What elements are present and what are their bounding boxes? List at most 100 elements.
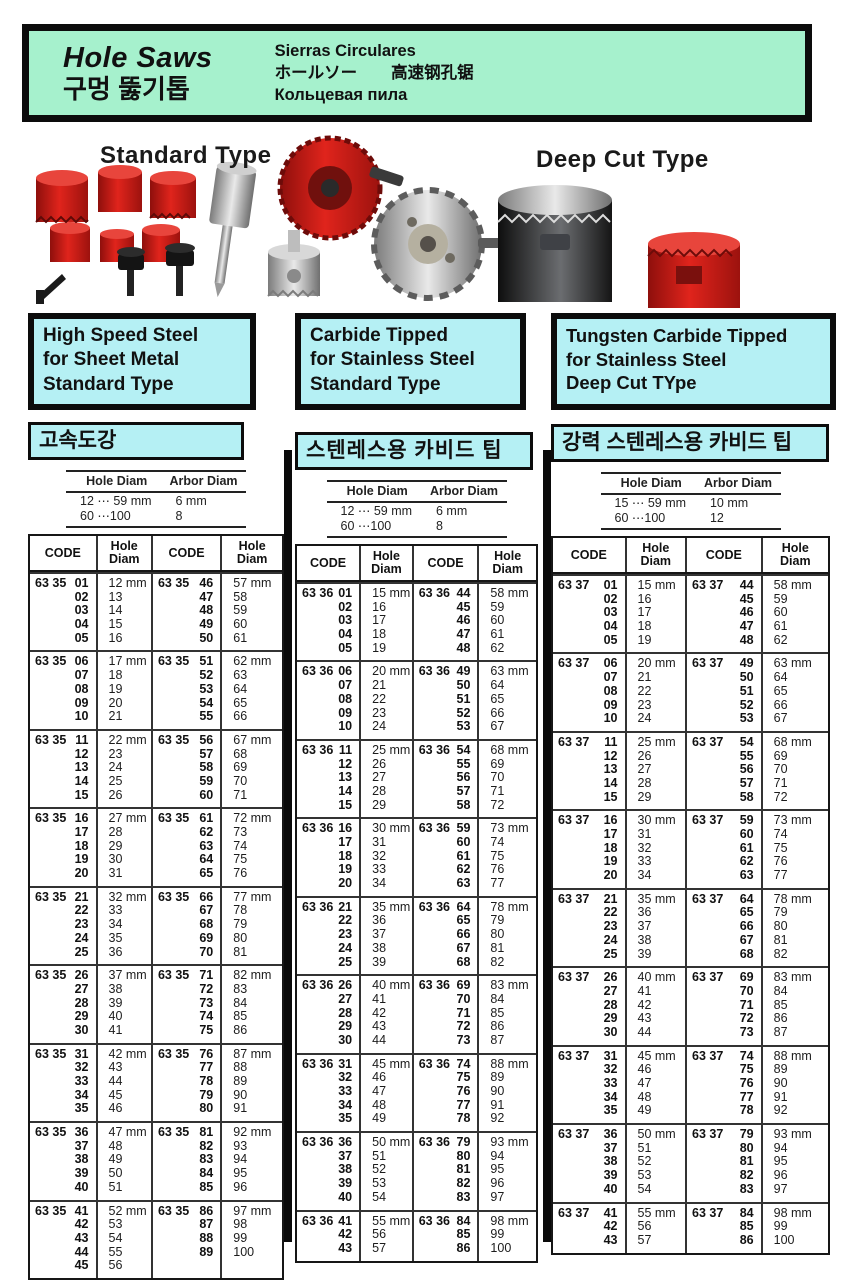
code-prefix <box>419 993 454 1007</box>
code-suffix: 48 <box>739 632 754 647</box>
hole-diam-value: 88 <box>233 1060 248 1075</box>
code-suffix: 31 <box>74 1046 89 1061</box>
code-prefix <box>35 1232 72 1246</box>
code-suffix: 04 <box>603 619 618 634</box>
hole-diam-value: 48 <box>108 1138 123 1153</box>
code-suffix: 84 <box>199 1166 214 1181</box>
code-value: 63 35 56 <box>153 733 220 748</box>
code-suffix: 56 <box>456 770 471 785</box>
code-suffix: 45 <box>74 1258 89 1273</box>
code-prefix <box>419 771 454 785</box>
code-prefix <box>558 1026 601 1040</box>
code-prefix <box>692 906 737 920</box>
code-value: 10 <box>553 711 625 726</box>
code-prefix <box>158 1140 196 1154</box>
title-ja-zh: ホールソー 高速钢孔锯 <box>275 62 474 84</box>
code-value: 18 <box>30 839 96 854</box>
section-title-line: Standard Type <box>310 373 441 395</box>
code-value: 63 36 41 <box>297 1214 359 1229</box>
hole-diam-value: 26 <box>637 748 652 763</box>
code-suffix: 40 <box>603 1181 618 1196</box>
table-block: 63 37 36 37 38 39 40 50 mm 51 52 53 54 63 37 79 80 81 8… <box>553 1123 828 1202</box>
code-suffix: 10 <box>74 709 89 724</box>
code-cell: 63 37 16 17 18 19 20 <box>553 811 625 887</box>
hole-diam-value: 99 <box>490 1227 505 1242</box>
arbor-and-hex-key <box>36 243 195 304</box>
hole-diam-value: 51 <box>637 1140 652 1155</box>
hole-diam-value: 97 <box>490 1189 505 1204</box>
code-suffix: 80 <box>739 1140 754 1155</box>
section-tungsten-carbide: Tungsten Carbide Tipped for Stainless Ste… <box>551 313 836 1255</box>
banner-title: Hole Saws 구멍 뚫기톱 <box>63 42 213 104</box>
code-cell: 63 35 66 67 68 69 70 <box>150 887 220 965</box>
spec-hole-range: 12 ⋯ 59 mm <box>340 504 413 518</box>
code-suffix: 51 <box>739 683 754 698</box>
diam-cell: 35 mm 36 37 38 39 <box>359 897 412 975</box>
code-value: 76 <box>687 1076 761 1091</box>
hole-diam-value: 69 <box>773 748 788 763</box>
code-suffix: 09 <box>74 695 89 710</box>
code-suffix: 16 <box>603 813 618 828</box>
code-suffix: 64 <box>739 891 754 906</box>
code-suffix: 09 <box>338 705 353 720</box>
code-value: 60 <box>414 835 478 850</box>
code-prefix <box>692 934 737 948</box>
code-value: 63 35 26 <box>30 968 96 983</box>
code-suffix: 55 <box>739 748 754 763</box>
hole-diam-value: 68 mm <box>773 734 812 749</box>
hole-diam-value: 90 <box>773 1076 788 1090</box>
hole-diam-value: 81 <box>773 932 788 947</box>
code-prefix: 63 36 <box>418 1213 450 1228</box>
code-prefix <box>302 1228 335 1242</box>
section-high-speed-steel: High Speed Steel for Sheet Metal Standard … <box>28 313 284 1280</box>
code-value: 63 36 69 <box>414 978 478 993</box>
hole-diam-value: 64 <box>233 681 248 696</box>
code-suffix: 78 <box>199 1074 214 1088</box>
hole-diam-value: 37 mm <box>108 968 147 983</box>
diam-cell: 45 mm 46 47 48 49 <box>359 1054 412 1132</box>
code-prefix <box>692 1183 737 1197</box>
diam-cell: 40 mm 41 42 43 44 <box>359 976 412 1053</box>
code-cell: 63 37 01 02 03 04 05 <box>553 576 625 652</box>
code-prefix <box>419 1150 454 1164</box>
code-value: 65 <box>153 866 220 881</box>
code-value: 19 <box>553 855 625 869</box>
code-prefix <box>419 679 454 693</box>
code-prefix <box>35 1075 72 1089</box>
code-value: 28 <box>297 1006 359 1021</box>
code-value: 33 <box>553 1076 625 1091</box>
code-suffix: 54 <box>739 734 754 749</box>
code-prefix <box>35 761 72 775</box>
code-suffix: 06 <box>74 654 89 669</box>
code-value: 42 <box>553 1219 625 1234</box>
code-value: 63 <box>414 876 478 891</box>
code-suffix: 35 <box>74 1101 89 1116</box>
code-suffix: 64 <box>199 852 214 867</box>
hole-diam-value: 85 <box>773 997 788 1012</box>
diam-cell: 83 mm 84 85 86 87 <box>477 976 536 1053</box>
code-value: 42 <box>297 1227 359 1242</box>
code-value: 08 <box>553 684 625 699</box>
code-suffix: 53 <box>739 711 754 726</box>
code-prefix <box>158 789 196 803</box>
diam-cell: 93 mm 94 95 96 97 <box>760 1125 828 1202</box>
code-suffix: 58 <box>199 760 214 775</box>
code-value: 33 <box>30 1074 96 1089</box>
code-cell: 63 36 01 02 03 04 05 <box>297 584 359 660</box>
code-suffix: 32 <box>603 1062 618 1077</box>
code-suffix: 34 <box>74 1087 89 1102</box>
code-prefix <box>35 946 72 960</box>
code-prefix <box>302 1150 335 1164</box>
table-block: 63 35 06 07 08 09 10 17 mm 18 19 20 21 63 35 51 52 53 5… <box>30 650 282 729</box>
code-prefix <box>558 606 601 620</box>
code-prefix: 63 35 <box>157 1203 190 1218</box>
hole-diam-value: 61 <box>233 630 248 645</box>
table-block: 63 35 31 32 33 34 35 42 mm 43 44 45 46 63 35 76 77 78 7… <box>30 1042 282 1122</box>
code-suffix: 48 <box>199 603 214 618</box>
code-value: 63 36 26 <box>297 978 359 993</box>
code-suffix: 15 <box>603 789 618 804</box>
code-prefix: 63 36 <box>418 664 450 679</box>
code-prefix <box>302 836 335 850</box>
code-prefix <box>419 850 454 864</box>
